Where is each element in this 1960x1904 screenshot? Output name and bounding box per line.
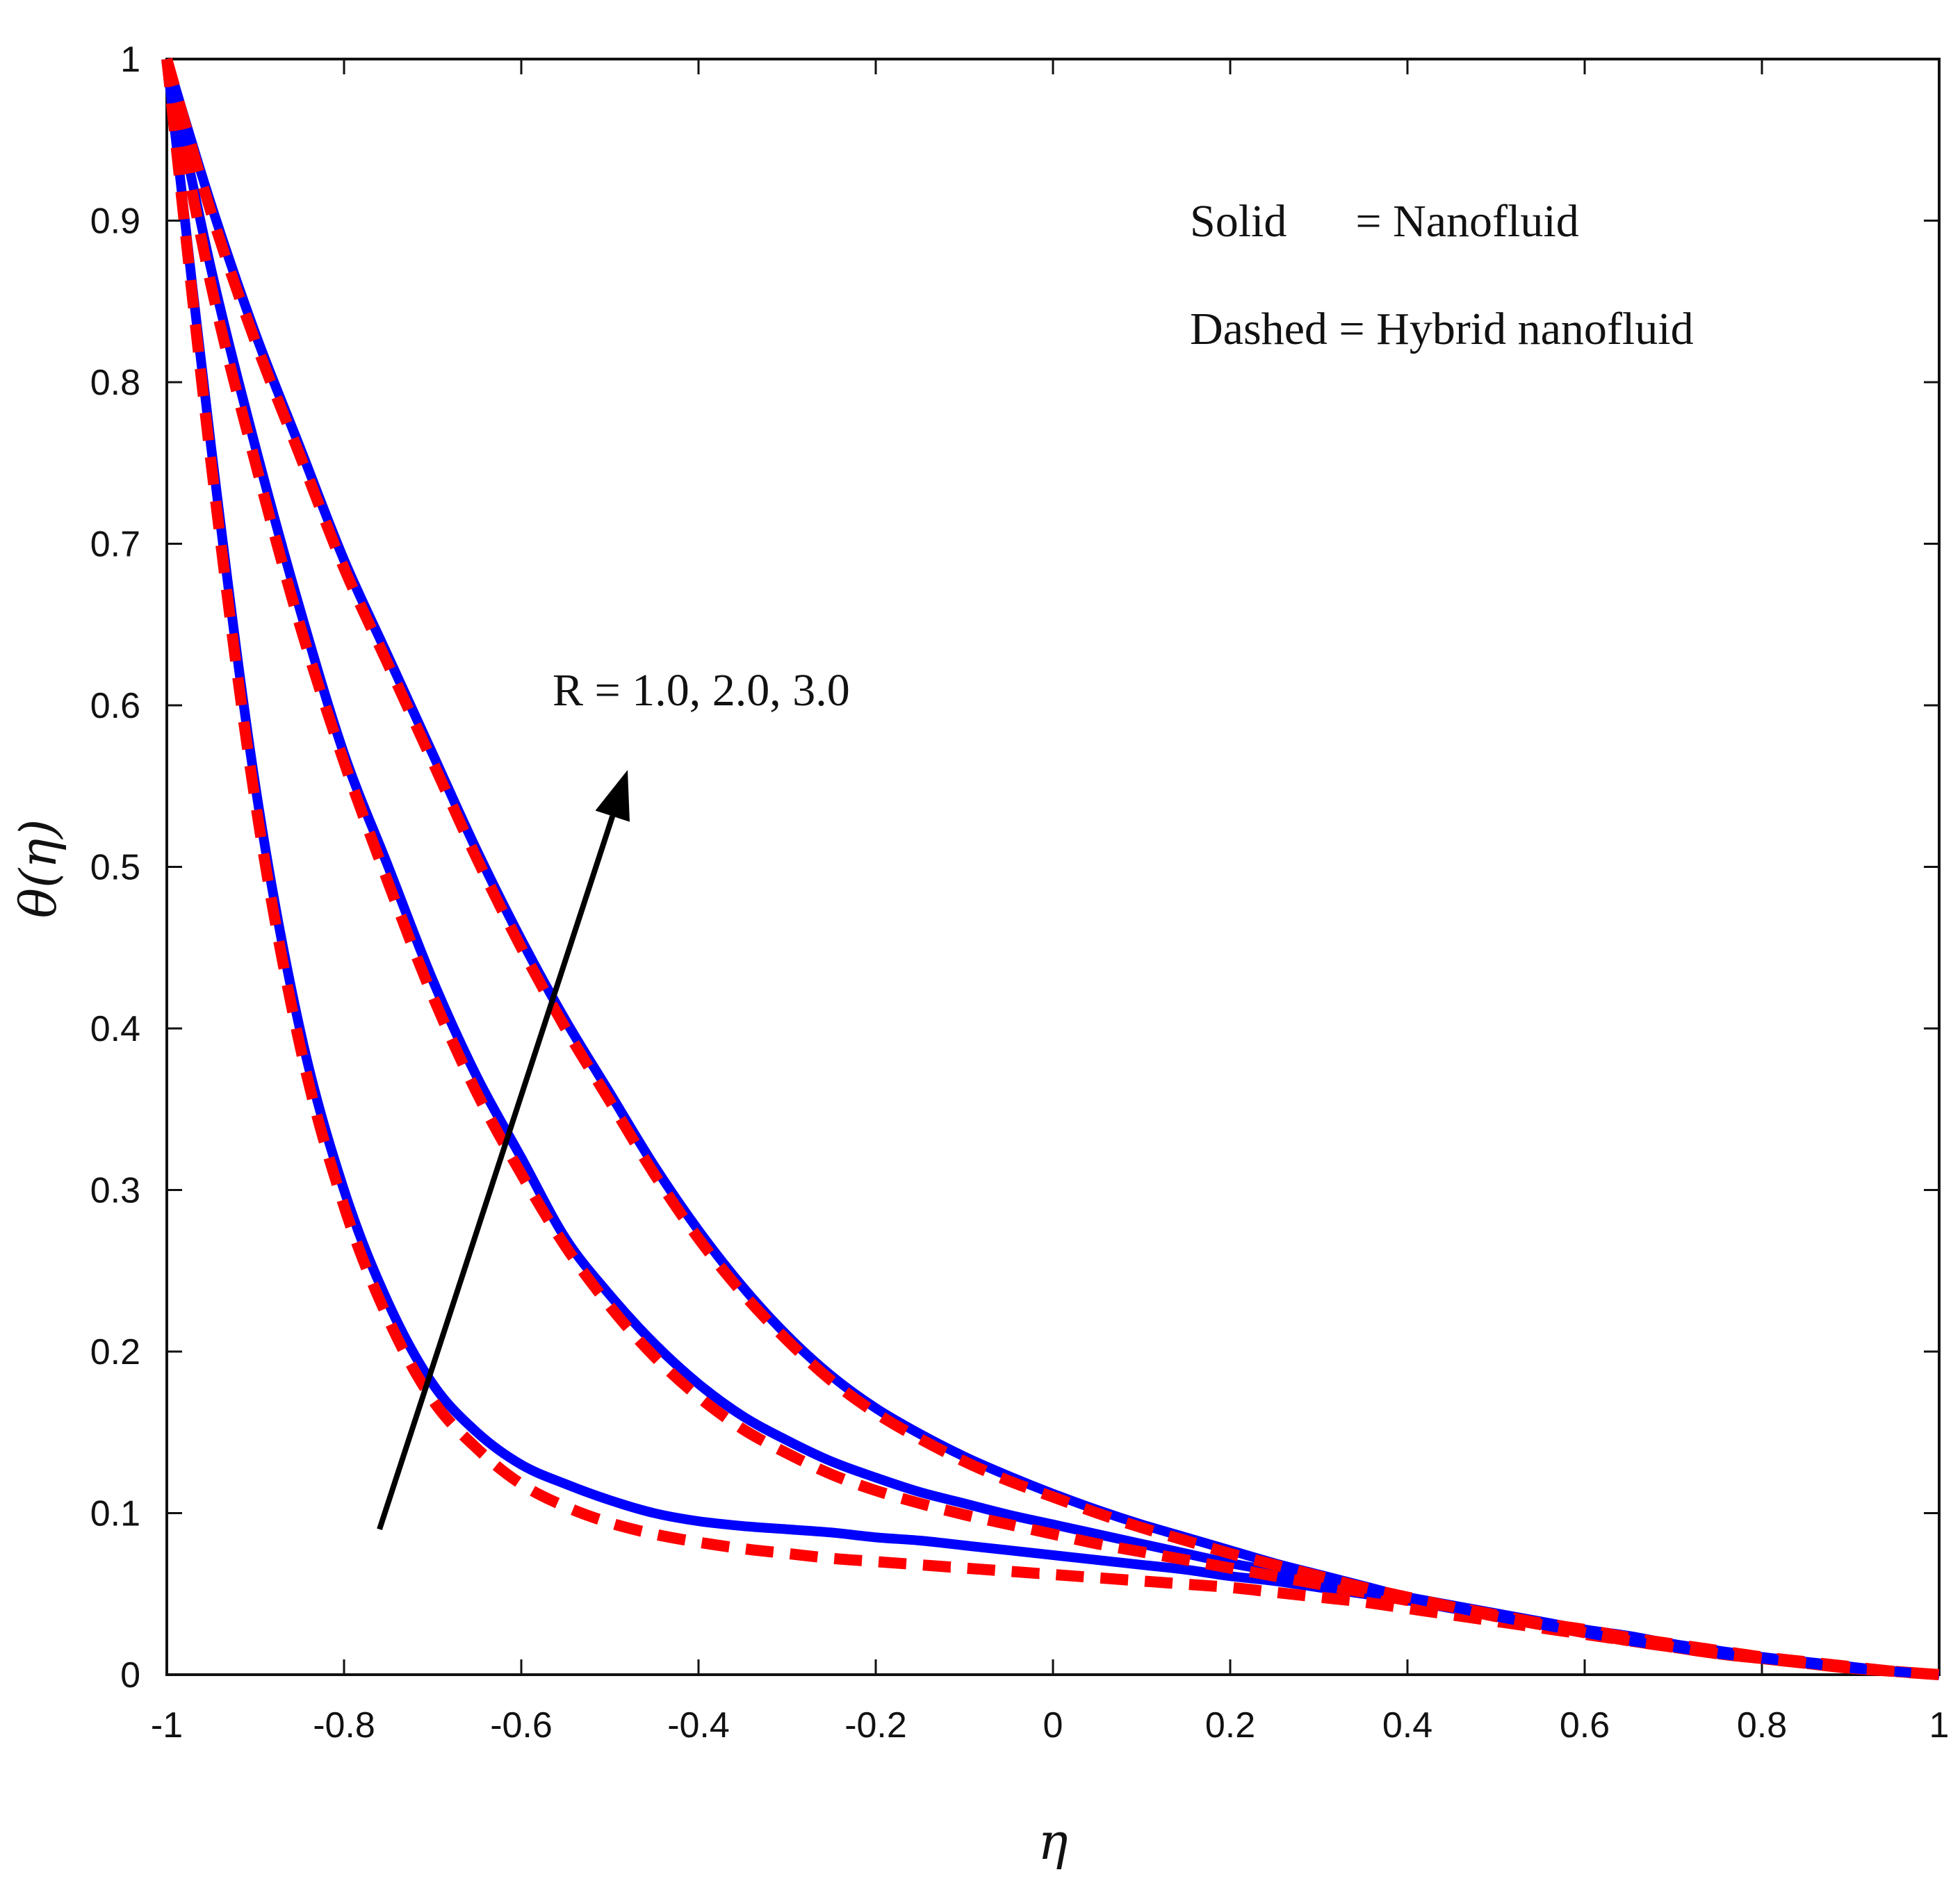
hybrid-nanofluid-dashed-line-1: [161, 58, 1940, 1680]
x-tick-label: -0.6: [490, 1705, 553, 1746]
y-tick-label: 0.4: [90, 1009, 140, 1049]
x-tick-label: -0.8: [313, 1705, 375, 1746]
x-tick-label: 0.4: [1382, 1705, 1432, 1746]
arrow-layer: [377, 770, 630, 1530]
legend-note-dashed: Dashed = Hybrid nanofluid: [1190, 304, 1694, 354]
series-layer: [161, 57, 1940, 1680]
x-tick-label: 0.8: [1737, 1705, 1787, 1746]
y-tick-label: 0.9: [90, 202, 140, 242]
trend-arrow-head: [595, 770, 630, 822]
plot-frame: [165, 58, 1941, 1676]
y-tick-label: 0.1: [90, 1494, 140, 1534]
y-tick-label: 0.2: [90, 1332, 140, 1372]
nanofluid-solid-line-3: [162, 57, 1940, 1680]
x-tick-label: -1: [151, 1705, 183, 1746]
y-tick-label: 1: [120, 40, 140, 80]
y-tick-label: 0.3: [90, 1171, 140, 1211]
nanofluid-solid-line-2: [162, 58, 1940, 1680]
axis-ticks: -1 -0.8 -0.6 -0.4 -0.2 0 0.2 0.4 0.6 0.8 1 0 0.1 0.2 0…: [90, 40, 1950, 1746]
legend-note-solid: Solid = Nanofluid: [1190, 196, 1579, 247]
x-tick-label: 0.6: [1560, 1705, 1610, 1746]
x-tick-label: 1: [1929, 1705, 1950, 1746]
y-tick-label: 0.6: [90, 686, 140, 726]
x-tick-label: -0.4: [667, 1705, 730, 1746]
x-tick-label: -0.2: [844, 1705, 907, 1746]
hybrid-nanofluid-dashed-line-3: [161, 57, 1940, 1680]
y-tick-label: 0.7: [90, 525, 140, 565]
y-tick-label: 0.8: [90, 363, 140, 403]
x-tick-label: 0: [1043, 1705, 1063, 1746]
arrow-annotation-label: R = 1.0, 2.0, 3.0: [553, 665, 850, 716]
nanofluid-solid-line-1: [162, 58, 1940, 1680]
hybrid-nanofluid-dashed-line-2: [161, 58, 1940, 1680]
y-axis-label: θ(η): [9, 819, 67, 919]
trend-arrow-shaft: [377, 815, 616, 1530]
y-tick-label: 0: [120, 1655, 140, 1696]
x-axis-label: η: [1038, 1812, 1068, 1871]
x-tick-label: 0.2: [1205, 1705, 1255, 1746]
y-tick-label: 0.5: [90, 848, 140, 888]
